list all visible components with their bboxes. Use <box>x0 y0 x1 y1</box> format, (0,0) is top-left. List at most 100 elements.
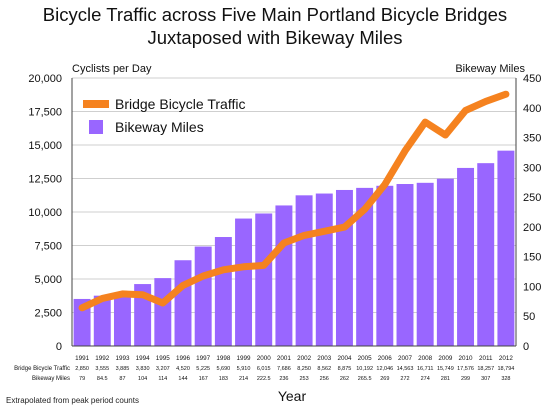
legend-label-bikeway: Bikeway Miles <box>115 119 204 135</box>
bridge-traffic-line <box>78 90 510 312</box>
bridge-traffic-point <box>384 184 386 186</box>
table-cell: 236 <box>279 376 288 382</box>
bridge-traffic-point <box>162 302 164 304</box>
bridge-traffic-point <box>404 150 406 152</box>
right-y-tick-label: 450 <box>523 73 541 85</box>
left-y-tick-labels: 0 2,500 5,000 7,500 10,000 12,500 15,000 17,500… <box>28 73 62 353</box>
table-cell: 167 <box>199 376 208 382</box>
x-tick-label: 2003 <box>317 355 332 362</box>
table-cell: 256 <box>320 376 329 382</box>
legend: Bridge Bicycle Traffic Bikeway Miles <box>83 96 245 135</box>
table-cell: 272 <box>400 376 409 382</box>
table-cell: 5,690 <box>216 366 230 372</box>
bikeway-bar <box>275 205 293 346</box>
x-tick-label: 1991 <box>75 355 90 362</box>
table-cell: 262 <box>340 376 349 382</box>
bikeway-bar <box>214 237 232 346</box>
bridge-traffic-point <box>263 264 265 266</box>
x-tick-label: 2012 <box>499 355 514 362</box>
bikeway-bar <box>477 163 495 346</box>
bridge-traffic-point <box>485 100 487 102</box>
bikeway-bar <box>73 298 91 346</box>
table-cell: 274 <box>421 376 430 382</box>
legend-label-traffic: Bridge Bicycle Traffic <box>115 96 245 112</box>
bikeway-bar <box>497 150 515 346</box>
bikeway-bar <box>113 294 131 346</box>
bikeway-bar <box>194 246 212 346</box>
bridge-traffic-line-group <box>78 90 510 312</box>
left-y-tick-label: 10,000 <box>28 207 62 219</box>
table-cell: 16,711 <box>417 366 433 372</box>
table-cell: 2,850 <box>75 366 89 372</box>
bridge-traffic-point <box>243 266 245 268</box>
table-cell: 8,250 <box>297 366 311 372</box>
left-y-tick-label: 2,500 <box>34 308 62 320</box>
table-cell: 253 <box>299 376 308 382</box>
table-cell: 269 <box>380 376 389 382</box>
x-tick-label: 1997 <box>196 355 211 362</box>
x-tick-label: 2007 <box>398 355 413 362</box>
bikeway-bar <box>174 260 192 346</box>
table-cell: 7,686 <box>277 366 291 372</box>
bridge-traffic-point <box>222 269 224 271</box>
bikeway-bar <box>356 187 374 346</box>
bikeway-bar <box>295 195 313 346</box>
chart-title-line-1: Bicycle Traffic across Five Main Portlan… <box>42 4 508 25</box>
legend-bar-swatch <box>89 120 103 134</box>
table-cell: 307 <box>481 376 490 382</box>
left-y-tick-label: 20,000 <box>28 73 62 85</box>
bridge-traffic-point <box>444 134 446 136</box>
table-cell: 10,192 <box>356 366 373 372</box>
bridge-traffic-point <box>182 284 184 286</box>
right-y-tick-labels: 0 50 100 150 200 250 300 350 400 450 <box>523 73 541 353</box>
bikeway-bar <box>235 218 253 346</box>
x-tick-label: 1994 <box>136 355 151 362</box>
right-y-tick-label: 300 <box>523 162 541 174</box>
right-y-tick-label: 50 <box>523 311 535 323</box>
x-tick-label: 2002 <box>297 355 312 362</box>
bikeway-bar <box>154 278 172 346</box>
table-row-label: Bikeway Miles <box>32 376 70 382</box>
bridge-traffic-point <box>283 242 285 244</box>
x-tick-label: 2000 <box>257 355 272 362</box>
table-cell: 214 <box>239 376 248 382</box>
left-y-tick-label: 5,000 <box>34 274 62 286</box>
right-y-tick-label: 200 <box>523 222 541 234</box>
bridge-traffic-point <box>142 294 144 296</box>
table-cell: 79 <box>79 376 85 382</box>
bridge-traffic-point <box>101 297 103 299</box>
right-y-tick-label: 0 <box>523 341 529 353</box>
x-tick-label: 2009 <box>438 355 453 362</box>
bikeway-bar <box>436 178 454 346</box>
bridge-traffic-point <box>202 275 204 277</box>
bridge-traffic-point <box>303 234 305 236</box>
left-y-tick-label: 0 <box>56 341 62 353</box>
bridge-traffic-point <box>323 230 325 232</box>
x-tick-label: 1999 <box>237 355 252 362</box>
x-tick-label: 2001 <box>277 355 292 362</box>
table-cell: 144 <box>178 376 187 382</box>
bikeway-bar <box>376 185 394 346</box>
bikeway-bar <box>315 193 333 346</box>
right-axis-title: Bikeway Miles <box>455 63 525 75</box>
table-cell: 14,563 <box>397 366 414 372</box>
right-y-tick-label: 250 <box>523 192 541 204</box>
x-tick-label: 2011 <box>479 355 493 362</box>
table-cell: 84.5 <box>97 376 108 382</box>
table-cell: 6,015 <box>257 366 271 372</box>
table-cell: 5,225 <box>196 366 210 372</box>
x-tick-label: 2008 <box>418 355 433 362</box>
bikeway-bar <box>396 184 414 346</box>
table-cell: 299 <box>461 376 470 382</box>
bikeway-bar <box>416 182 434 346</box>
right-y-tick-label: 100 <box>523 281 541 293</box>
bridge-traffic-point <box>465 109 467 111</box>
table-cell: 328 <box>501 376 510 382</box>
x-tick-label: 1995 <box>156 355 171 362</box>
bridge-traffic-point <box>364 208 366 210</box>
x-tick-label: 1993 <box>115 355 130 362</box>
x-tick-label: 2004 <box>337 355 352 362</box>
table-cell: 87 <box>119 376 125 382</box>
left-axis-title: Cyclists per Day <box>72 63 152 75</box>
